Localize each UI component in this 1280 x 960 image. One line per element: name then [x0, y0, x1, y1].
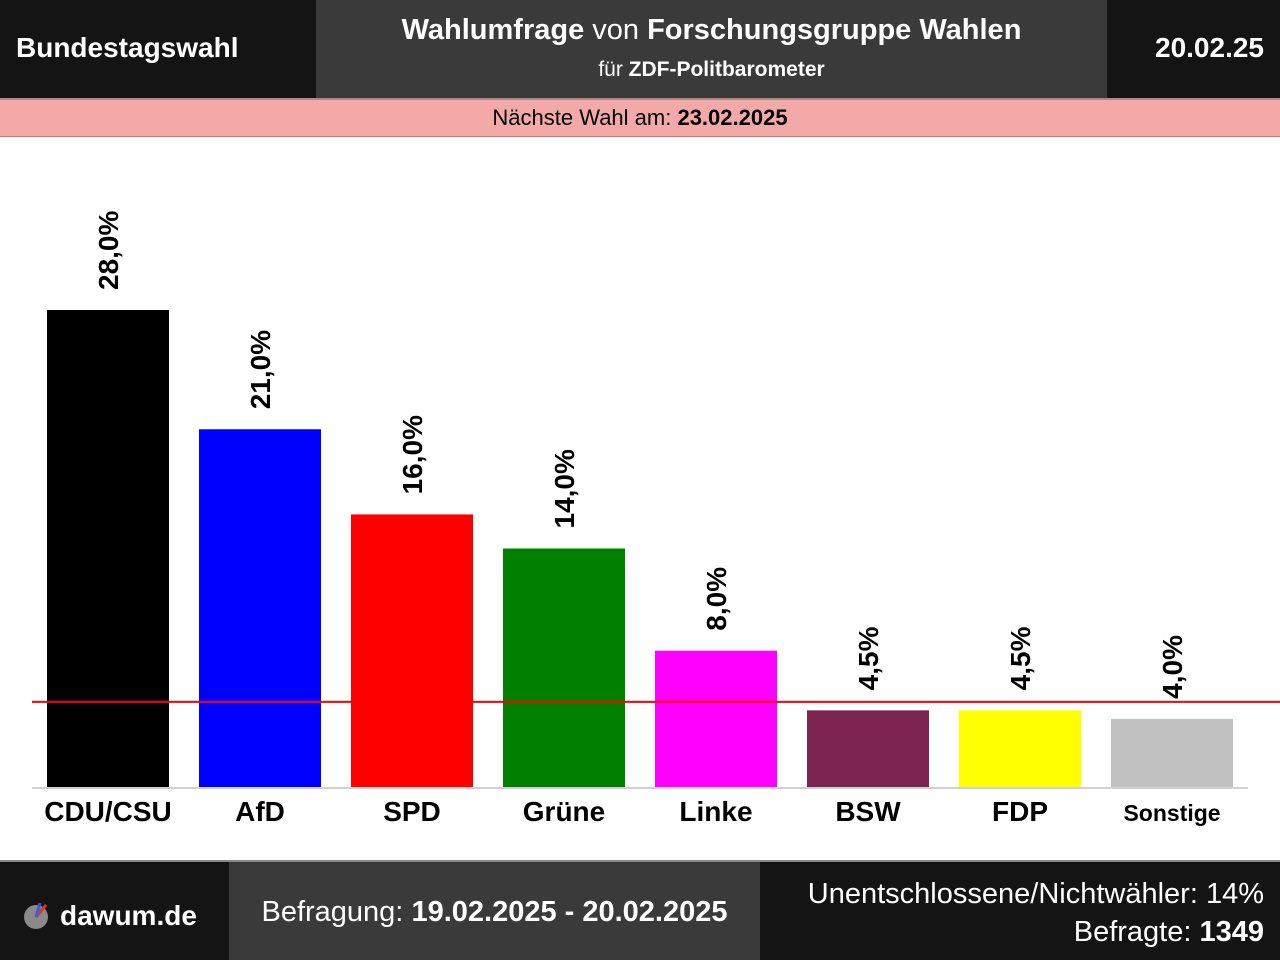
value-label-spd: 16,0% [397, 415, 428, 494]
bar-sonstige [1111, 718, 1233, 787]
category-label-fdp: FDP [992, 796, 1048, 827]
next-election-banner: Nächste Wahl am: 23.02.2025 [0, 98, 1280, 137]
bar-afd [199, 429, 321, 787]
value-label-bsw: 4,5% [853, 626, 884, 690]
survey-period: Befragung: 19.02.2025 - 20.02.2025 [229, 896, 760, 929]
logo-text[interactable]: dawum.de [60, 900, 197, 931]
category-label-cdu-csu: CDU/CSU [44, 796, 172, 827]
footer-survey-panel: Befragung: 19.02.2025 - 20.02.2025 [229, 862, 760, 960]
value-label-linke: 8,0% [701, 567, 732, 631]
header-title-panel: Wahlumfrage von Forschungsgruppe Wahlen … [316, 0, 1107, 98]
value-label-gr-ne: 14,0% [549, 449, 580, 528]
respondents-value: 1349 [1199, 916, 1264, 948]
election-name: Bundestagswahl [16, 32, 239, 63]
value-labels-group: 28,0% 21,0% 16,0% 14,0% 8,0% 4,5% 4,5% 4,0% [93, 211, 1188, 699]
value-label-cdu-csu: 28,0% [93, 211, 124, 290]
bar-gr-ne [503, 548, 625, 787]
category-label-linke: Linke [679, 796, 752, 827]
header: Bundestagswahl Wahlumfrage von Forschung… [0, 0, 1280, 98]
footer: dawum.de Befragung: 19.02.2025 - 20.02.2… [0, 860, 1280, 960]
category-label-bsw: BSW [835, 796, 901, 827]
next-election-label: Nächste Wahl am: [492, 105, 678, 130]
bar-fdp [959, 710, 1081, 787]
respondents-stat: Befragte: 1349 [1074, 916, 1264, 949]
poll-subtitle-prefix: für [598, 58, 629, 81]
respondents-label: Befragte: [1073, 916, 1200, 948]
bar-linke [655, 650, 777, 787]
poll-title-connector: von [584, 14, 648, 46]
category-label-spd: SPD [383, 796, 441, 827]
category-labels-group: CDU/CSU AfD SPD Grüne Linke BSW FDP Sonstige [44, 796, 1220, 827]
poll-subtitle: für ZDF-Politbarometer [316, 58, 1107, 82]
footer-stats-panel: Unentschlossene/Nichtwähler: 14% Befragt… [760, 862, 1280, 960]
pollster-name: Forschungsgruppe Wahlen [647, 14, 1022, 46]
category-label-afd: AfD [235, 796, 285, 827]
next-election-date: 23.02.2025 [677, 105, 788, 130]
category-label-gr-ne: Grüne [523, 796, 605, 827]
header-election-panel: Bundestagswahl [0, 0, 316, 98]
header-date-panel: 20.02.25 [1107, 0, 1280, 98]
poll-bar-chart: 28,0% 21,0% 16,0% 14,0% 8,0% 4,5% 4,5% 4,0% CDU… [32, 211, 1280, 827]
bars-group [47, 310, 1233, 787]
bar-bsw [807, 710, 929, 787]
poll-title: Wahlumfrage von Forschungsgruppe Wahlen [316, 14, 1107, 47]
client-name: ZDF-Politbarometer [628, 58, 825, 81]
dawum-logo-icon [24, 902, 48, 929]
undecided-stat: Unentschlossene/Nichtwähler: 14% [808, 878, 1264, 911]
undecided-label: Unentschlossene/Nichtwähler: [807, 878, 1206, 910]
bar-cdu-csu [47, 310, 169, 787]
value-label-afd: 21,0% [245, 330, 276, 409]
footer-logo-panel: dawum.de [0, 862, 229, 960]
bar-spd [351, 514, 473, 787]
poll-title-word: Wahlumfrage [401, 14, 585, 46]
category-label-sonstige: Sonstige [1123, 800, 1220, 826]
value-label-fdp: 4,5% [1005, 626, 1036, 690]
value-label-sonstige: 4,0% [1157, 635, 1188, 699]
poll-date: 20.02.25 [1155, 32, 1264, 63]
survey-dates: 19.02.2025 - 20.02.2025 [411, 896, 728, 928]
survey-label: Befragung: [261, 896, 412, 928]
undecided-value: 14% [1205, 878, 1264, 910]
